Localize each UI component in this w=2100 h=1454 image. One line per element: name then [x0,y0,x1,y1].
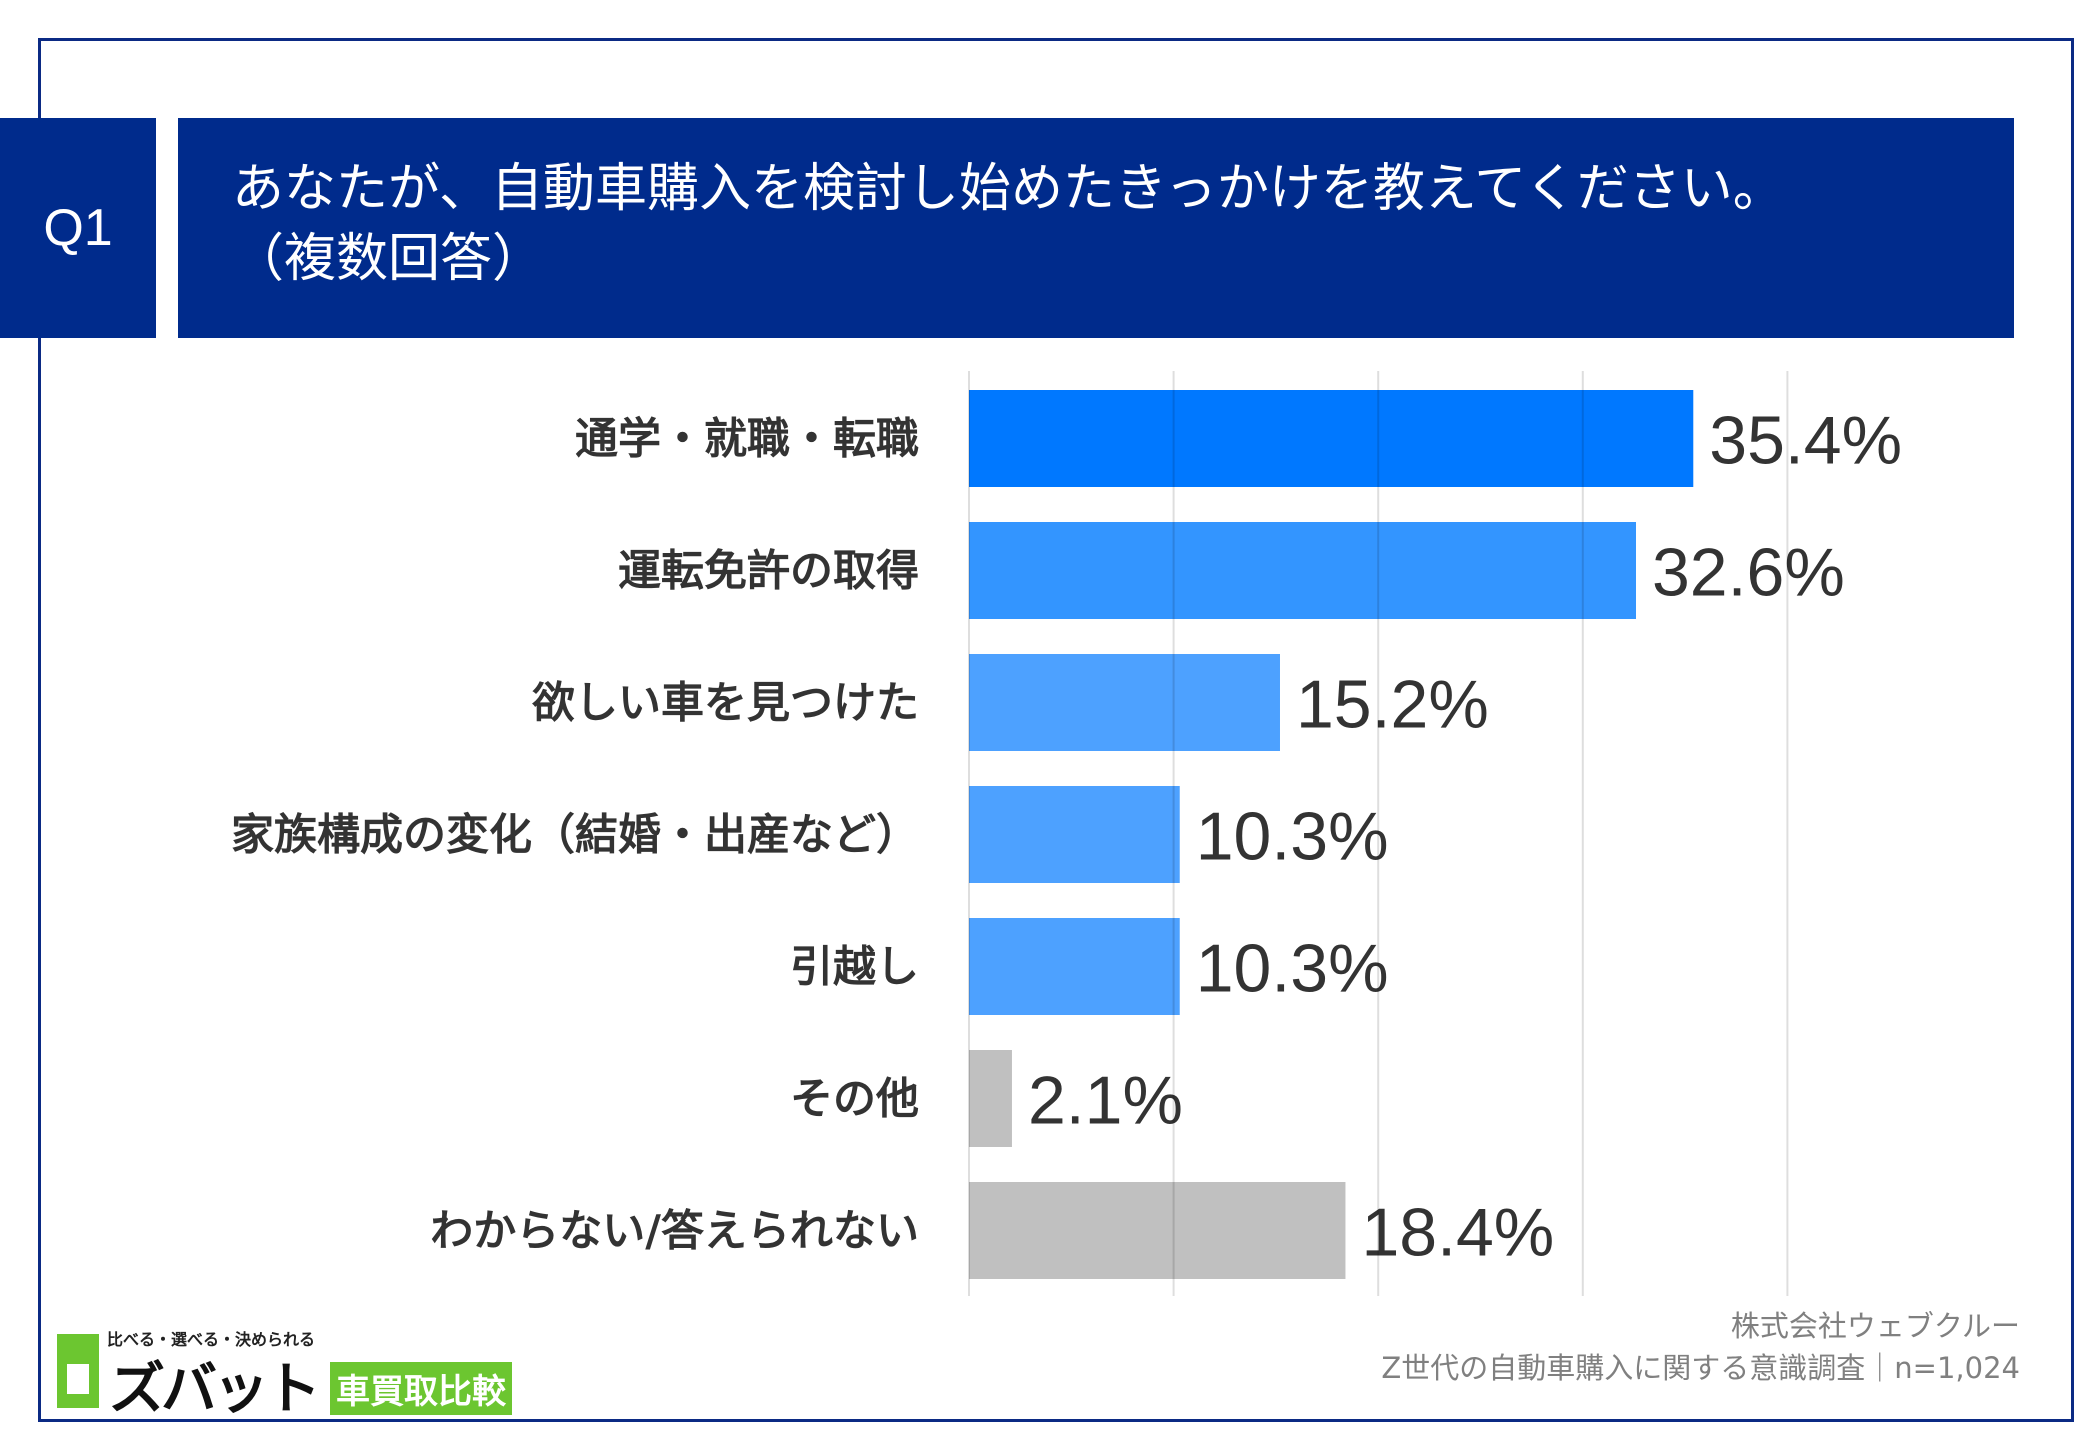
bar [969,654,1280,751]
category-label: 欲しい車を見つけた [531,679,919,729]
bar [969,786,1180,883]
footer-survey: Z世代の自動車購入に関する意識調査｜n=1,024 [1381,1351,2020,1385]
title-line-2: （複数回答） [232,229,545,289]
question-title: あなたが、自動車購入を検討し始めたきっかけを教えてください。 （複数回答） [178,118,2014,338]
category-label: 引越し [790,943,919,993]
category-label: 運転免許の取得 [618,547,919,597]
footer-company: 株式会社ウェブクルー [1730,1309,2020,1343]
logo-tagline: 比べる・選べる・決められる [107,1330,316,1349]
footer-source: 株式会社ウェブクルー Z世代の自動車購入に関する意識調査｜n=1,024 [1381,1305,2020,1389]
question-number: Q1 [0,118,156,338]
bar [969,918,1180,1015]
category-label: 家族構成の変化（結婚・出産など） [231,811,919,861]
zubat-logo: 比べる・選べる・決められる ズバット 車買取比較 [57,1326,527,1422]
chart-frame [38,38,2074,1422]
bar [969,1050,1012,1147]
title-line-1: あなたが、自動車購入を検討し始めたきっかけを教えてください。 [232,159,1785,219]
logo-mark-icon [57,1334,99,1408]
value-label: 10.3% [1196,931,1389,1007]
logo-service: 車買取比較 [330,1362,512,1415]
bar [969,1182,1346,1279]
value-label: 10.3% [1196,799,1389,875]
value-label: 32.6% [1652,535,1845,611]
bar [969,390,1694,487]
category-label: 通学・就職・転職 [575,415,919,465]
bar [969,522,1636,619]
logo-name: ズバット [109,1357,321,1422]
value-label: 18.4% [1361,1195,1554,1271]
value-label: 35.4% [1709,403,1902,479]
category-label: わからない/答えられない [430,1207,919,1257]
value-label: 15.2% [1296,667,1489,743]
category-label: その他 [790,1075,919,1125]
value-label: 2.1% [1028,1063,1183,1139]
